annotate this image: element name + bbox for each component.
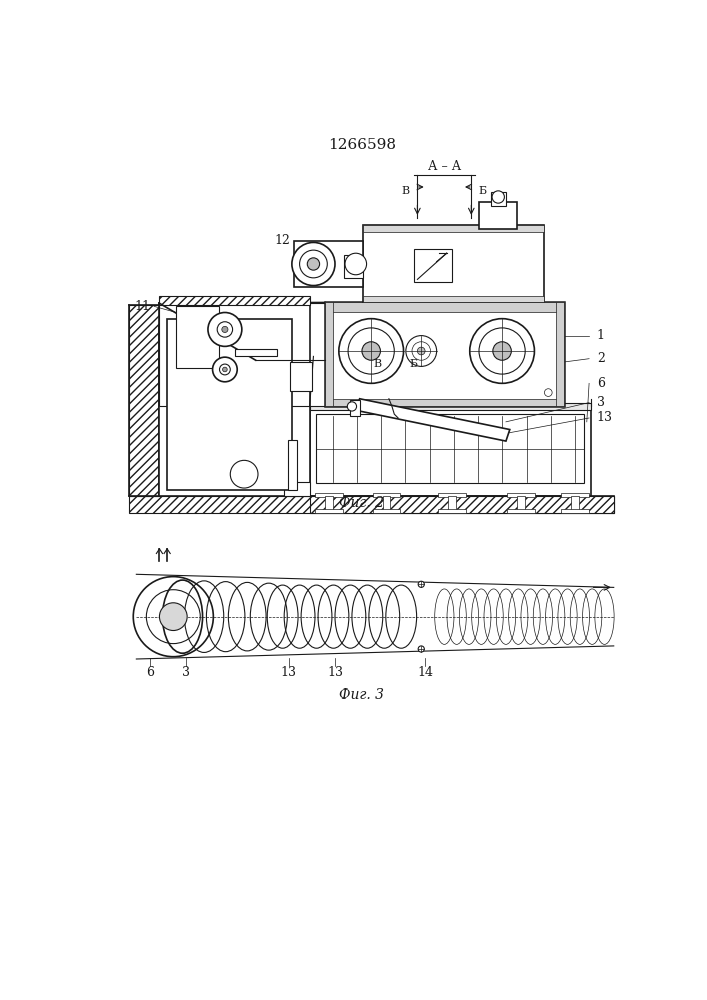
Circle shape [230, 460, 258, 488]
Text: 3: 3 [597, 396, 604, 409]
Bar [176, 306, 218, 368]
Bar [325, 399, 563, 406]
Text: А – А: А – А [428, 160, 461, 173]
Circle shape [217, 322, 233, 337]
Circle shape [292, 242, 335, 286]
Circle shape [417, 347, 425, 355]
Bar [556, 302, 563, 406]
Bar [294, 241, 363, 287]
Text: 2: 2 [597, 352, 604, 365]
Bar [508, 493, 535, 497]
Text: Фиг. 3: Фиг. 3 [339, 688, 385, 702]
Circle shape [219, 364, 230, 375]
Text: 1: 1 [597, 329, 604, 342]
Text: Б: Б [409, 359, 418, 369]
Bar [373, 509, 400, 513]
Bar [344, 255, 363, 278]
Circle shape [493, 342, 511, 360]
Bar [235, 349, 277, 356]
Circle shape [418, 646, 424, 652]
Bar [325, 302, 333, 406]
Text: 3: 3 [182, 666, 190, 679]
Bar [414, 249, 452, 282]
Bar [479, 202, 518, 229]
Bar [438, 509, 466, 513]
Circle shape [223, 367, 227, 372]
Circle shape [222, 326, 228, 333]
Bar [288, 440, 297, 490]
Bar [160, 296, 310, 305]
Text: Фиг. 2: Фиг. 2 [339, 496, 385, 510]
Circle shape [348, 328, 395, 374]
Text: В: В [402, 186, 410, 196]
Bar [561, 493, 589, 497]
Bar [316, 414, 585, 483]
Bar [571, 496, 579, 510]
Bar [518, 496, 525, 510]
Circle shape [412, 342, 431, 360]
Circle shape [479, 328, 525, 374]
Circle shape [362, 342, 380, 360]
Circle shape [308, 258, 320, 270]
Text: 13: 13 [281, 666, 297, 679]
Text: 6: 6 [146, 666, 154, 679]
Polygon shape [129, 305, 160, 496]
Bar [561, 509, 589, 513]
Text: 1266598: 1266598 [328, 138, 396, 152]
Polygon shape [310, 406, 590, 496]
Circle shape [492, 191, 504, 203]
Bar [363, 296, 544, 302]
Bar [491, 192, 506, 206]
Circle shape [345, 253, 366, 275]
Circle shape [406, 336, 437, 366]
Bar [325, 302, 563, 406]
Circle shape [208, 312, 242, 346]
Polygon shape [310, 360, 340, 406]
Circle shape [339, 319, 404, 383]
Bar [382, 496, 390, 510]
Bar [160, 326, 310, 496]
Bar [291, 362, 312, 391]
Circle shape [544, 389, 552, 396]
Circle shape [347, 402, 356, 411]
Bar [351, 400, 360, 416]
Text: Б: Б [479, 186, 487, 196]
Text: 13: 13 [597, 411, 613, 424]
Text: В: В [373, 359, 381, 369]
Bar [438, 493, 466, 497]
Bar [373, 493, 400, 497]
Text: 14: 14 [417, 666, 433, 679]
Text: 12: 12 [275, 234, 291, 247]
Text: 6: 6 [597, 377, 604, 390]
Polygon shape [356, 399, 510, 441]
Bar [284, 482, 310, 496]
Bar [325, 302, 563, 312]
Circle shape [469, 319, 534, 383]
Text: 13: 13 [327, 666, 343, 679]
Bar [310, 403, 590, 410]
Circle shape [418, 581, 424, 587]
Bar [160, 303, 325, 406]
Circle shape [213, 357, 238, 382]
Circle shape [300, 250, 327, 278]
Bar [325, 496, 333, 510]
Polygon shape [310, 496, 614, 513]
Circle shape [160, 603, 187, 631]
Bar [448, 496, 456, 510]
Text: 11: 11 [134, 300, 151, 313]
Polygon shape [129, 496, 614, 513]
Bar [315, 493, 343, 497]
Bar [363, 225, 544, 302]
Bar [315, 509, 343, 513]
Bar [508, 509, 535, 513]
Bar [363, 225, 544, 232]
Bar [167, 319, 292, 490]
